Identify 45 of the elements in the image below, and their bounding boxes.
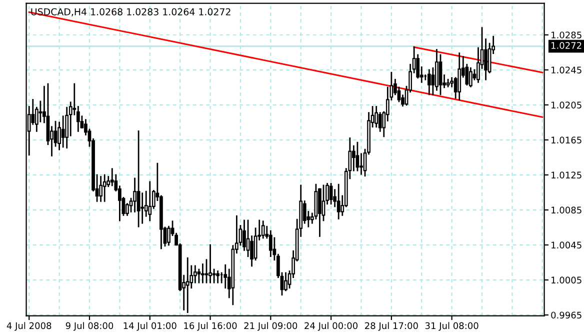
y-tick-label: 1.0045 <box>552 242 582 248</box>
candlestick <box>99 176 103 202</box>
candlestick <box>204 259 208 284</box>
candlestick <box>329 182 333 204</box>
candlestick <box>284 272 288 292</box>
y-tick-label: 1.0085 <box>552 206 582 214</box>
candlestick <box>38 100 42 122</box>
candlestick <box>356 142 360 172</box>
candlestick <box>201 264 204 284</box>
candlestick <box>438 54 442 96</box>
x-tick-label: 4 Jul 2008 <box>6 322 52 331</box>
candlestick <box>360 153 363 175</box>
candlestick <box>212 268 216 284</box>
y-tick-label: 1.0205 <box>552 102 582 108</box>
candlestick <box>336 184 340 220</box>
candlestick <box>352 145 356 172</box>
candlestick <box>61 116 65 148</box>
candlestick <box>133 178 136 212</box>
candlestick <box>216 270 220 284</box>
x-tick-label: 28 Jul 17:00 <box>365 322 418 331</box>
x-tick-label: 21 Jul 09:00 <box>244 322 298 331</box>
x-tick-label: 24 Jul 00:00 <box>304 322 358 331</box>
ref-line-label: 1.0272 <box>551 42 582 49</box>
x-tick-label: 16 Jul 16:00 <box>184 322 237 331</box>
candlestick <box>140 192 144 224</box>
candlestick <box>102 174 106 202</box>
candlestick <box>268 230 272 258</box>
chart-title: USDCAD,H4 1.0268 1.0283 1.0264 1.0272 <box>31 8 230 16</box>
candlestick <box>148 181 152 222</box>
candlestick <box>186 257 190 314</box>
y-tick-label: 1.0245 <box>552 66 582 74</box>
y-tick-label: 1.0005 <box>552 276 582 284</box>
candlestick <box>458 52 462 100</box>
candlestick <box>469 67 472 88</box>
y-tick-label: 1.0285 <box>552 32 582 38</box>
y-tick-label: 1.0125 <box>552 172 582 178</box>
x-tick-label: 14 Jul 01:00 <box>124 322 176 331</box>
candlestick <box>427 69 431 96</box>
candlestick <box>208 244 212 284</box>
x-tick-label: 31 Jul 08:00 <box>425 322 478 331</box>
candlestick <box>261 220 265 239</box>
y-tick-label: 0.9965 <box>551 312 582 319</box>
y-tick-label: 1.0165 <box>552 136 582 144</box>
x-tick-label: 9 Jul 08:00 <box>66 322 114 331</box>
candlestick <box>136 130 140 228</box>
